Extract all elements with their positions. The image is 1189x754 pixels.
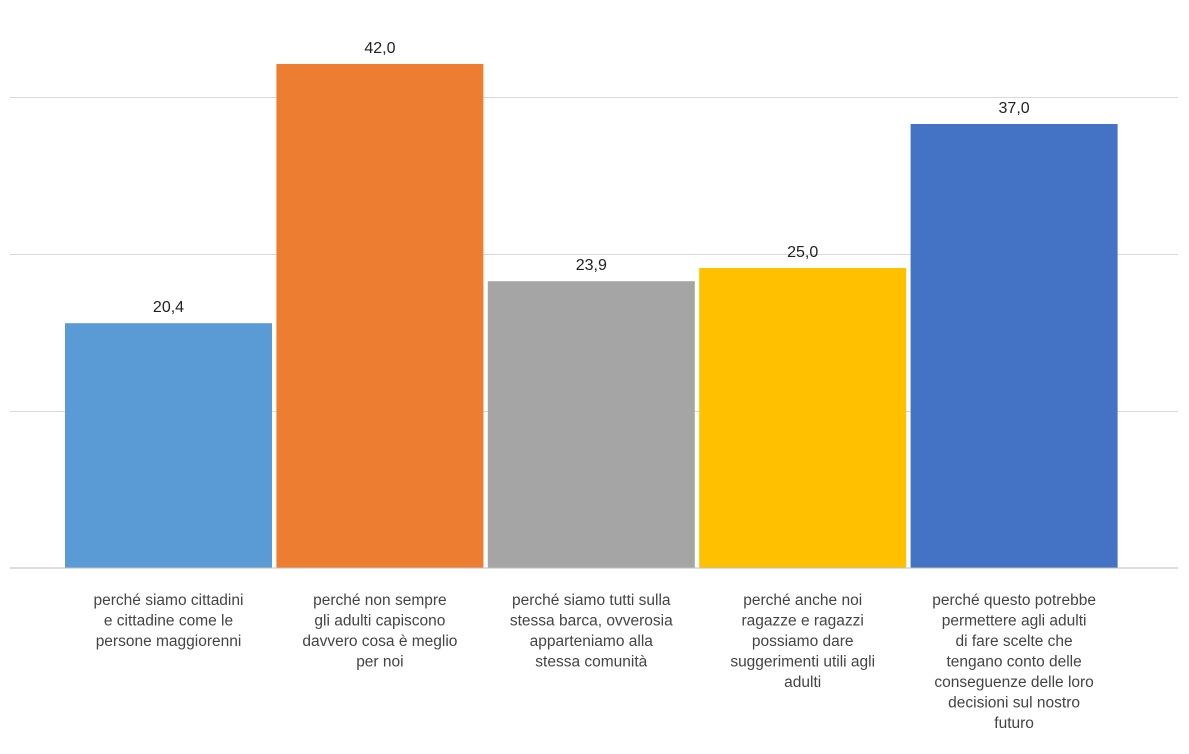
category-label-line: perché non sempre bbox=[313, 592, 447, 609]
category-label-line: conseguenze delle loro bbox=[934, 674, 1093, 691]
data-label-4: 25,0 bbox=[787, 244, 818, 261]
bar-5 bbox=[910, 124, 1118, 568]
category-label-line: tengano conto delle bbox=[946, 654, 1081, 671]
category-labels: perché siamo cittadini e cittadine come l… bbox=[94, 592, 1096, 732]
category-label-line: davvero cosa è meglio bbox=[302, 633, 457, 650]
category-label-line: ragazze e ragazzi bbox=[742, 613, 864, 630]
category-label-line: per noi bbox=[356, 654, 403, 671]
category-label-line: e cittadine come le bbox=[104, 613, 233, 630]
category-label-4: perché anche noi ragazze e ragazzi possiam… bbox=[730, 592, 875, 691]
category-label-line: perché siamo cittadini bbox=[94, 592, 244, 609]
data-label-1: 20,4 bbox=[153, 299, 184, 316]
category-label-line: gli adulti capiscono bbox=[314, 613, 445, 630]
data-label-3: 23,9 bbox=[576, 257, 607, 274]
bar-2 bbox=[276, 64, 484, 568]
bar-3 bbox=[487, 281, 695, 568]
category-label-line: perché anche noi bbox=[743, 592, 862, 609]
category-label-line: persone maggiorenni bbox=[96, 633, 242, 650]
data-label-5: 37,0 bbox=[999, 100, 1030, 117]
category-label-line: adulti bbox=[784, 674, 821, 691]
category-label-3: perché siamo tutti sulla stessa barca, ov… bbox=[510, 592, 673, 671]
category-label-line: permettere agli adulti bbox=[942, 613, 1087, 630]
bar-1 bbox=[65, 323, 272, 568]
category-label-line: perché questo potrebbe bbox=[932, 592, 1096, 609]
category-label-2: perché non sempre gli adulti capiscono dav… bbox=[302, 592, 457, 671]
category-label-line: futuro bbox=[994, 715, 1034, 732]
category-label-line: stessa barca, ovverosia bbox=[510, 613, 673, 630]
bars bbox=[65, 64, 1118, 568]
category-label-1: perché siamo cittadini e cittadine come l… bbox=[94, 592, 244, 650]
category-label-line: apparteniamo alla bbox=[530, 633, 654, 650]
category-label-5: perché questo potrebbe permettere agli ad… bbox=[932, 592, 1096, 732]
bar-4 bbox=[699, 268, 907, 568]
value-labels: 20,4 42,0 23,9 25,0 37,0 bbox=[153, 40, 1030, 316]
category-label-line: stessa comunità bbox=[535, 654, 647, 671]
category-label-line: decisioni sul nostro bbox=[948, 695, 1080, 712]
category-label-line: suggerimenti utili agli bbox=[730, 654, 875, 671]
category-label-line: di fare scelte che bbox=[956, 633, 1073, 650]
category-label-line: possiamo dare bbox=[752, 633, 854, 650]
data-label-2: 42,0 bbox=[364, 40, 395, 57]
category-label-line: perché siamo tutti sulla bbox=[512, 592, 671, 609]
